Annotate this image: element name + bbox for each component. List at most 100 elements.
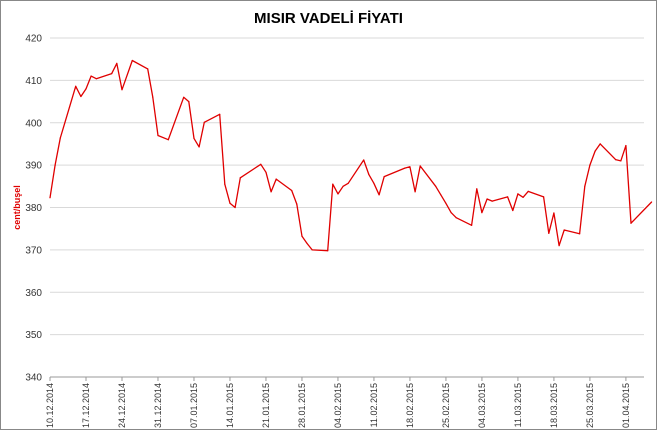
x-tick-label: 14.01.2015 (225, 383, 235, 428)
x-tick-label: 01.04.2015 (621, 383, 631, 428)
data-point (327, 250, 329, 252)
y-tick-label: 400 (25, 118, 42, 129)
data-point (337, 193, 339, 195)
data-point (594, 150, 596, 152)
series-line (49, 59, 653, 252)
data-point (291, 189, 293, 192)
data-point (378, 194, 380, 196)
data-point (419, 165, 421, 167)
x-tick-label: 24.12.2014 (117, 383, 127, 428)
data-point (599, 143, 601, 145)
x-tick-label: 25.02.2015 (441, 383, 451, 428)
x-tick-label: 18.03.2015 (549, 383, 559, 428)
data-point (579, 233, 581, 235)
y-tick-label: 360 (25, 288, 42, 299)
data-point (368, 173, 370, 175)
data-point (183, 96, 185, 98)
data-point (584, 185, 586, 187)
data-point (476, 188, 478, 190)
data-point (450, 212, 452, 214)
data-point (404, 167, 406, 169)
x-tick-label: 07.01.2015 (189, 383, 199, 428)
y-tick-label: 420 (25, 34, 42, 45)
y-tick-label: 390 (25, 161, 42, 172)
x-tick-label: 11.03.2015 (513, 383, 523, 427)
x-axis-ticks: 10.12.2014 17.12.2014 24.12.2014 31.12.2014… (45, 377, 631, 428)
y-tick-label: 410 (25, 76, 42, 87)
x-tick-label: 04.03.2015 (477, 383, 487, 428)
data-point (198, 146, 200, 148)
data-point (54, 164, 56, 166)
data-point (80, 95, 82, 98)
x-tick-label: 18.02.2015 (405, 383, 415, 428)
data-point (507, 196, 509, 198)
data-point (548, 232, 550, 234)
data-point (234, 206, 236, 209)
y-tick-label: 380 (25, 203, 42, 214)
data-point (589, 164, 591, 166)
data-point (111, 73, 113, 75)
series-layer (49, 59, 653, 252)
data-point (630, 222, 632, 224)
data-point (512, 209, 514, 212)
data-point (625, 145, 627, 147)
x-tick-label: 11.02.2015 (369, 383, 379, 427)
chart-title: MISIR VADELİ FİYATI (254, 10, 403, 27)
data-point (296, 203, 298, 205)
data-point (311, 249, 313, 251)
x-tick-label: 28.01.2015 (297, 383, 307, 428)
data-point (615, 159, 617, 161)
data-point (157, 134, 159, 137)
data-point (275, 178, 277, 180)
data-point (409, 166, 411, 168)
x-tick-label: 25.03.2015 (585, 383, 595, 428)
data-point (219, 113, 221, 115)
data-point (306, 242, 308, 245)
x-tick-label: 10.12.2014 (45, 383, 55, 428)
data-point (527, 190, 529, 192)
data-point (491, 200, 493, 202)
y-axis-label: cent/buşel (12, 185, 22, 230)
data-point (75, 85, 77, 87)
data-point (301, 235, 303, 237)
data-point (481, 212, 483, 214)
x-tick-label: 31.12.2014 (153, 383, 163, 428)
data-point (373, 182, 375, 184)
data-point (49, 197, 51, 199)
x-tick-label: 17.12.2014 (81, 383, 91, 428)
data-point (332, 183, 334, 185)
data-point (203, 121, 205, 123)
data-point (265, 171, 267, 173)
data-point (260, 163, 262, 165)
data-point (347, 182, 349, 184)
data-point (363, 159, 365, 161)
y-axis-ticks: 340 350 360 370 380 390 400 410 420 (25, 34, 42, 384)
data-point (95, 78, 97, 80)
data-point (116, 62, 118, 64)
data-point (90, 75, 92, 77)
data-point (193, 137, 195, 139)
data-point (543, 196, 545, 198)
data-point (59, 137, 61, 139)
data-point (270, 191, 272, 193)
data-point (229, 202, 231, 204)
data-point (342, 185, 344, 187)
data-point (383, 176, 385, 178)
data-point (152, 96, 154, 98)
data-point (121, 89, 123, 91)
data-point (471, 224, 473, 226)
data-point (553, 212, 555, 214)
data-point (620, 160, 622, 162)
data-point (167, 139, 169, 141)
x-tick-label: 04.02.2015 (333, 383, 343, 428)
data-point (440, 194, 442, 196)
data-point (651, 201, 653, 203)
data-point (558, 245, 560, 247)
data-point (486, 198, 488, 200)
y-tick-label: 340 (25, 373, 42, 384)
data-point (414, 191, 416, 193)
data-point (563, 229, 565, 231)
gridlines (50, 37, 644, 378)
data-point (522, 196, 524, 198)
